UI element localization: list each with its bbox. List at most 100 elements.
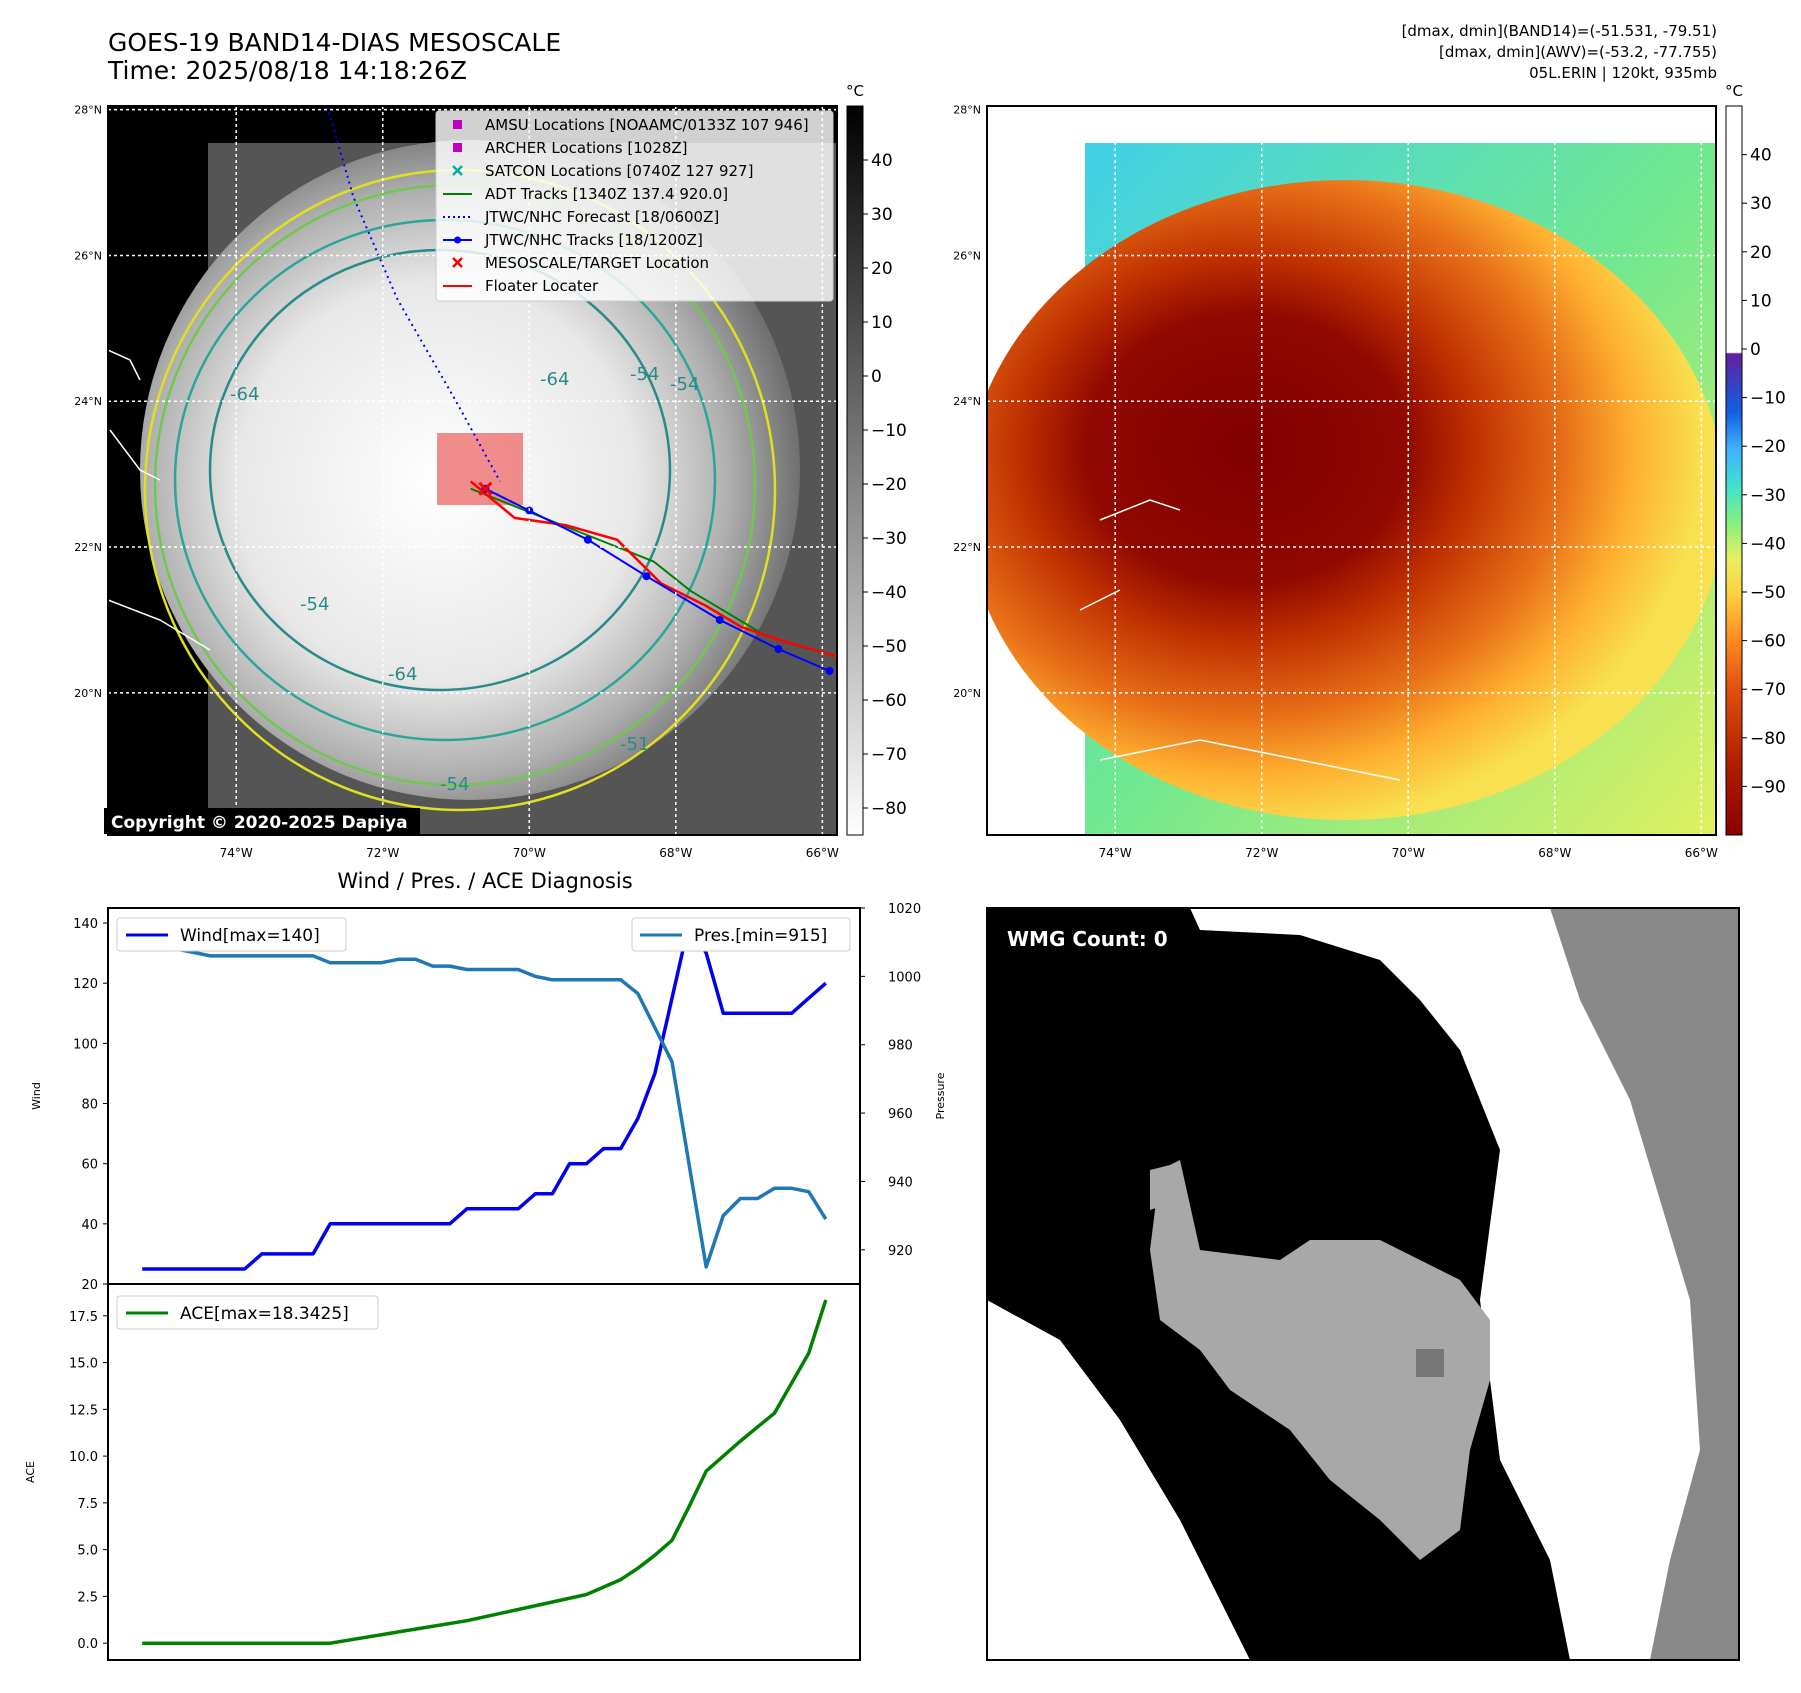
ir-contour-label: -64 [230,384,259,405]
figure-time: Time: 2025/08/18 14:18:26Z [108,56,467,85]
wmg-dark-gray-cell [1416,1349,1444,1377]
ir-contour-label: -54 [300,594,329,615]
awv-colorbar-tick-label: 0 [1750,340,1761,360]
legend-swatch-square [453,120,462,129]
ir-colorbar-tick-label: 0 [871,367,882,387]
awv-colorbar-tick-label: −50 [1750,583,1786,603]
ir-contour-label: -54 [440,774,469,795]
awv-colorbar-tick-label: 30 [1750,194,1772,214]
ir-colorbar-tick-label: −40 [871,583,907,603]
wind-pres-chart: Wind / Pres. / ACE Diagnosis Wind Pressu… [30,869,947,1293]
legend-item-label: AMSU Locations [NOAAMC/0133Z 107 946] [485,116,809,134]
awv-lat-label: 24°N [953,395,981,408]
awv-colorbar-tick-label: −80 [1750,729,1786,749]
awv-colorbar-tick-label: −20 [1750,437,1786,457]
ir-lat-label: 26°N [74,249,102,262]
awv-lat-label: 28°N [953,104,981,117]
pres-tick-label: 960 [888,1107,913,1122]
wmg-light-gray-tail [1150,1165,1180,1210]
legend-swatch-dot [454,236,461,244]
ir-contour-label: -64 [540,369,569,390]
wmg-count-box [997,921,1175,957]
awv-axis-labels: 28°N 26°N 24°N 22°N 20°N 74°W 72°W 70°W 68°W 66°W [953,104,1718,860]
wind-tick-label: 60 [81,1158,98,1173]
ir-colorbar-tick-label: 20 [871,259,893,279]
wmg-categories [987,908,1739,1660]
wind-tick-label: 40 [81,1218,98,1233]
ace-tick-label: 0.0 [77,1637,98,1652]
ace-axis-label: ACE [24,1461,37,1483]
ace-tick-label: 5.0 [77,1544,98,1559]
awv-lat-label: 22°N [953,541,981,554]
wmg-count-label: WMG Count: 0 [1007,927,1168,951]
track-legend: AMSU Locations [NOAAMC/0133Z 107 946] ARC… [435,110,834,302]
jtwc-track-point [774,645,783,654]
awv-cloud-shield [987,180,1716,820]
jtwc-forecast-line [326,106,501,482]
ir-colorbar-tick-label: −60 [871,691,907,711]
ir-lat-label: 28°N [74,104,102,117]
ir-colorbar-tick-label: −20 [871,475,907,495]
ir-colorbar-ramp [846,105,864,836]
ace-tick-label: 7.5 [77,1497,98,1512]
ir-contour-label: -54 [630,364,659,385]
ace-legend-frame [116,1295,379,1330]
awv-lon-label: 70°W [1392,846,1425,860]
awv-map-panel: 28°N 26°N 24°N 22°N 20°N 74°W 72°W 70°W 68°W 66°W [953,104,1718,860]
legend-item-label: SATCON Locations [0740Z 127 927] [485,162,753,180]
awv-colorbar-ramp [1725,105,1743,836]
ir-contour-label: -64 [388,664,417,685]
pres-tick-label: 940 [888,1175,913,1190]
floater-locater-line [469,480,837,658]
pres-tick-label: 1000 [888,970,921,985]
ace-series-line [142,1299,828,1645]
ace-tick-label: 10.0 [69,1450,98,1465]
ir-colorbar-unit: °C [846,82,864,100]
pres-tick-label: 980 [888,1039,913,1054]
jtwc-track-point [825,666,834,675]
awv-colorbar-tick-label: −90 [1750,777,1786,797]
ir-coastline [108,349,211,651]
legend-frame [435,110,834,302]
legend-swatch-square [453,143,462,152]
figure-title: GOES-19 BAND14-DIAS MESOSCALE [108,28,562,57]
pressure-axis-label: Pressure [934,1072,947,1119]
ace-tick-label: 17.5 [69,1310,98,1325]
ir-lat-label: 20°N [74,687,102,700]
ir-colorbar-tick-label: 30 [871,205,893,225]
copyright-text: Copyright © 2020-2025 Dapiya [111,813,408,833]
awv-gridlines [987,106,1716,835]
wmg-panel: WMG Count: 0 [986,907,1740,1661]
legend-item-label: JTWC/NHC Forecast [18/0600Z] [484,208,719,226]
ir-contour-labels: -54 -64 -64 -54 -54 -64 -54 -51 [230,364,699,795]
ir-lon-label: 74°W [220,846,253,860]
ir-lon-label: 66°W [806,846,839,860]
ir-colorbar-tick-label: −80 [871,799,907,819]
wind-legend: Wind[max=140] [116,917,347,952]
legend-item-label: ADT Tracks [1340Z 137.4 920.0] [485,185,728,203]
awv-colorbar-tick-label: 20 [1750,243,1772,263]
ir-contour-label: -54 [670,374,699,395]
ace-legend: ACE[max=18.3425] [116,1295,379,1330]
legend-item-label: ARCHER Locations [1028Z] [485,139,688,157]
legend-item-label: JTWC/NHC Tracks [18/1200Z] [484,231,703,249]
ir-lat-label: 22°N [74,541,102,554]
wind-series-line [142,921,827,1271]
ace-tick-label: 12.5 [69,1403,98,1418]
ir-map-frame [107,105,838,836]
ir-colorbar-tick-label: −50 [871,637,907,657]
wind-pres-axes-frame [107,907,861,1285]
ir-colorbar-tick-label: 10 [871,313,893,333]
wmg-light-gray-core [1150,1160,1490,1560]
legend-swatch-x [452,165,463,176]
ir-lon-label: 72°W [366,846,399,860]
wmg-frame [986,907,1740,1661]
ir-colorbar-tick-label: 40 [871,151,893,171]
ir-lat-label: 24°N [74,395,102,408]
jtwc-track-point [642,572,651,581]
wind-tick-label: 80 [81,1098,98,1113]
ir-lon-label: 70°W [513,846,546,860]
ir-gridlines [108,106,837,835]
diagnosis-title: Wind / Pres. / ACE Diagnosis [337,869,632,893]
